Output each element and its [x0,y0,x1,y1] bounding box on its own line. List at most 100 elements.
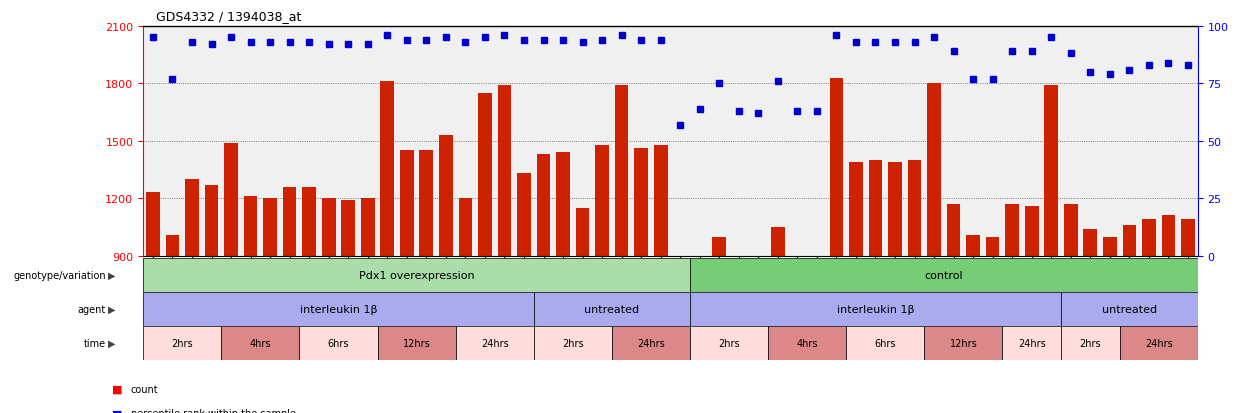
Bar [1061,326,1119,360]
Bar [244,197,258,413]
Text: 4hrs: 4hrs [797,338,818,348]
Bar [712,237,726,413]
Bar [1162,216,1175,413]
Bar [1119,326,1198,360]
Bar [517,174,530,413]
Bar [166,235,179,413]
Text: 2hrs: 2hrs [718,338,740,348]
Bar [263,199,276,413]
Bar [634,149,647,413]
Text: 24hrs: 24hrs [637,338,665,348]
Bar [1142,220,1155,413]
Text: 2hrs: 2hrs [172,338,193,348]
Bar [534,292,690,326]
Bar [1006,204,1018,413]
Bar [690,292,1061,326]
Bar [439,136,453,413]
Text: genotype/variation: genotype/variation [14,270,106,280]
Bar [928,84,941,413]
Text: 12hrs: 12hrs [950,338,977,348]
Text: 6hrs: 6hrs [874,338,896,348]
Text: control: control [925,270,964,280]
Bar [146,193,159,413]
Text: 12hrs: 12hrs [402,338,431,348]
Text: 6hrs: 6hrs [327,338,349,348]
Bar [1103,237,1117,413]
Text: interleukin 1β: interleukin 1β [300,304,377,314]
Bar [615,86,629,413]
Text: GDS4332 / 1394038_at: GDS4332 / 1394038_at [156,10,301,23]
Bar [534,326,611,360]
Bar [611,326,690,360]
Text: ▶: ▶ [108,304,116,314]
Bar [1025,206,1038,413]
Bar [420,151,433,413]
Bar [478,94,492,413]
Text: 24hrs: 24hrs [1018,338,1046,348]
Bar [143,326,222,360]
Bar [1083,229,1097,413]
Bar [381,82,395,413]
Text: count: count [131,384,158,394]
Bar [186,180,199,413]
Bar [361,199,375,413]
Bar [283,187,296,413]
Bar [1064,204,1078,413]
Text: time: time [83,338,106,348]
Bar [924,326,1002,360]
Bar [1123,225,1137,413]
Bar [1045,86,1058,413]
Text: untreated: untreated [584,304,640,314]
Bar [1002,326,1061,360]
Bar [303,187,316,413]
Bar [690,258,1198,292]
Bar [768,326,847,360]
Text: Pdx1 overexpression: Pdx1 overexpression [359,270,474,280]
Bar [869,161,883,413]
Text: ▶: ▶ [108,270,116,280]
Bar [654,145,667,413]
Bar [557,153,570,413]
Bar [888,162,901,413]
Bar [674,268,687,413]
Text: 2hrs: 2hrs [1079,338,1101,348]
Bar [322,199,335,413]
Text: interleukin 1β: interleukin 1β [837,304,914,314]
Bar [377,326,456,360]
Bar [595,145,609,413]
Bar [791,268,804,413]
Bar [1182,220,1195,413]
Bar [946,204,960,413]
Text: 24hrs: 24hrs [481,338,508,348]
Bar [400,151,413,413]
Bar [908,161,921,413]
Bar [537,155,550,413]
Bar [732,262,746,413]
Text: ▶: ▶ [108,338,116,348]
Bar [143,292,534,326]
Text: ■: ■ [112,384,122,394]
Bar [224,143,238,413]
Bar [458,199,472,413]
Bar [1061,292,1198,326]
Text: 4hrs: 4hrs [249,338,271,348]
Bar [299,326,377,360]
Bar [693,263,707,413]
Bar [498,86,512,413]
Bar [575,208,589,413]
Bar [143,258,690,292]
Bar [849,162,863,413]
Bar [847,326,924,360]
Bar [986,237,1000,413]
Text: ■: ■ [112,408,122,413]
Bar [829,78,843,413]
Bar [456,326,534,360]
Bar [341,201,355,413]
Bar [810,263,824,413]
Bar [752,271,766,413]
Bar [690,326,768,360]
Bar [204,185,218,413]
Text: percentile rank within the sample: percentile rank within the sample [131,408,296,413]
Text: 24hrs: 24hrs [1144,338,1173,348]
Bar [222,326,299,360]
